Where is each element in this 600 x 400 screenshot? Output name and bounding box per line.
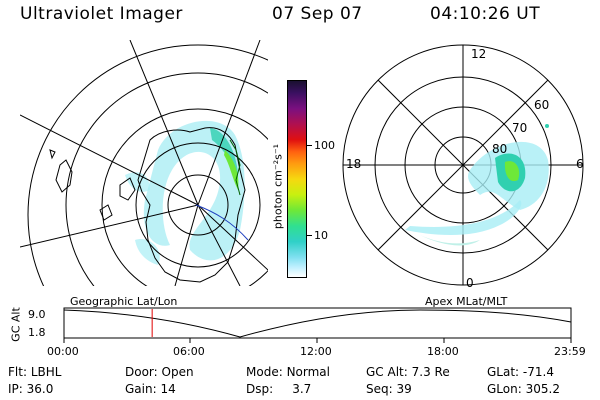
status-glon: GLon: 305.2 <box>487 382 560 396</box>
colorbar-tick-10 <box>306 235 312 236</box>
mlt-label-0: 0 <box>466 276 474 290</box>
mlt-label-6: 6 <box>576 157 584 171</box>
colorbar-unit-label: photon cm⁻²s⁻¹ <box>271 143 285 230</box>
timeline-y-title: GC Alt <box>9 307 23 342</box>
status-mode-value: Normal <box>286 365 330 379</box>
timeline-x-tick-1: 06:00 <box>173 345 205 358</box>
timeline-x-tick-4: 23:59 <box>554 345 586 358</box>
gc-alt-curve <box>63 309 572 338</box>
colorbar <box>287 80 307 278</box>
colorbar-tick-label-10: 10 <box>314 229 328 242</box>
status-gc-alt: GC Alt: 7.3 Re <box>366 365 450 379</box>
timeline-right-label: Apex MLat/MLT <box>425 295 508 308</box>
status-glon-value: 305.2 <box>525 382 560 396</box>
lat-label-60: 60 <box>534 98 550 112</box>
status-seq-value: 39 <box>396 382 412 396</box>
status-dsp: Dsp: 3.7 <box>246 382 311 396</box>
status-gain-label: Gain: <box>125 382 157 396</box>
status-gc-alt-label: GC Alt: <box>366 365 408 379</box>
status-glat: GLat: -71.4 <box>487 365 554 379</box>
timeline-y-tick-top: 9.0 <box>28 308 46 321</box>
status-dsp-value: 3.7 <box>292 382 312 396</box>
status-ip-label: IP: <box>8 382 23 396</box>
status-glat-label: GLat: <box>487 365 520 379</box>
status-gain-value: 14 <box>160 382 176 396</box>
status-gain: Gain: 14 <box>125 382 176 396</box>
timeline-x-tick-0: 00:00 <box>47 345 79 358</box>
status-gc-alt-value: 7.3 Re <box>411 365 450 379</box>
status-door: Door: Open <box>125 365 194 379</box>
date-label: 07 Sep 07 <box>272 4 363 24</box>
status-door-value: Open <box>161 365 194 379</box>
colorbar-tick-100 <box>306 145 312 146</box>
timeline-x-tick-3: 18:00 <box>427 345 459 358</box>
lat-label-80: 80 <box>492 142 508 156</box>
status-ip-value: 36.0 <box>26 382 54 396</box>
status-flt-label: Flt: <box>8 365 27 379</box>
satellite-track <box>195 204 249 241</box>
status-flt-value: LBHL <box>30 365 62 379</box>
auroral-oval-mag <box>405 124 549 246</box>
colorbar-tick-label-100: 100 <box>314 139 335 152</box>
status-mode-label: Mode: <box>246 365 283 379</box>
status-ip: IP: 36.0 <box>8 382 53 396</box>
mlt-label-12: 12 <box>471 47 487 61</box>
status-mode: Mode: Normal <box>246 365 330 379</box>
status-glat-value: -71.4 <box>522 365 554 379</box>
instrument-title: Ultraviolet Imager <box>20 4 183 24</box>
status-glon-label: GLon: <box>487 382 522 396</box>
mlt-label-18: 18 <box>346 157 362 171</box>
lat-label-70: 70 <box>512 121 528 135</box>
time-label: 04:10:26 UT <box>430 4 541 24</box>
status-dsp-label: Dsp: <box>246 382 274 396</box>
timeline-x-tick-2: 12:00 <box>300 345 332 358</box>
status-door-label: Door: <box>125 365 158 379</box>
status-seq: Seq: 39 <box>366 382 412 396</box>
timeline-left-label: Geographic Lat/Lon <box>70 295 178 308</box>
status-seq-label: Seq: <box>366 382 393 396</box>
timeline-y-tick-bottom: 1.8 <box>28 326 46 339</box>
status-flt: Flt: LBHL <box>8 365 61 379</box>
auroral-oval-geo <box>125 120 245 265</box>
